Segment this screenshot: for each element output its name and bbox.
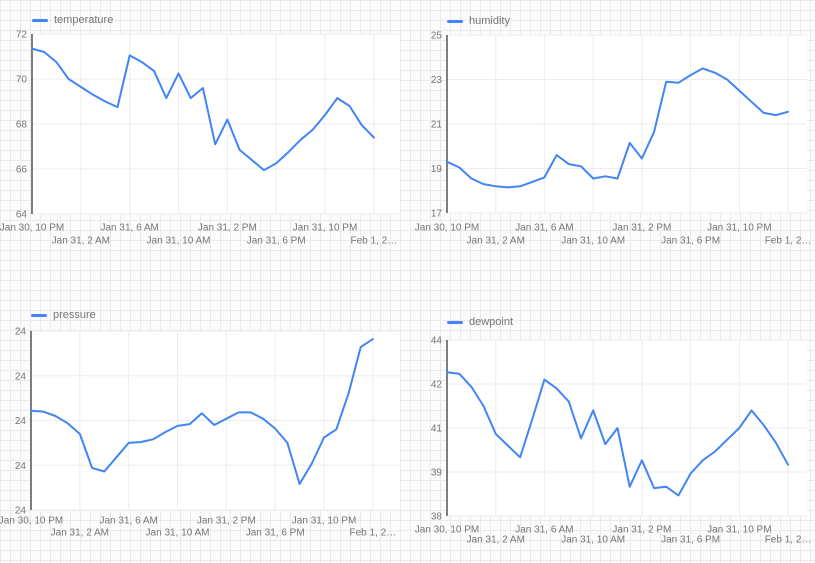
y-tick-label: 42: [431, 380, 443, 391]
temperature-legend: temperature: [32, 13, 113, 27]
legend-label: dewpoint: [469, 316, 514, 328]
legend-line-icon: [447, 19, 463, 23]
x-tick-label: Jan 30, 10 PM: [415, 525, 479, 536]
dewpoint-series-line[interactable]: [446, 371, 789, 497]
x-tick-label: Jan 31, 2 AM: [467, 535, 525, 546]
x-tick-label: Jan 31, 6 AM: [515, 223, 573, 234]
chart-dewpoint[interactable]: 44 42 41 39 38 Jan 30, 10 PM Jan 31, 2 AM Jan 3…: [408, 283, 815, 563]
x-tick-label: Jan 31, 6 PM: [661, 535, 720, 546]
temperature-series-line[interactable]: [31, 47, 375, 172]
x-tick-label: Jan 31, 2 PM: [612, 525, 671, 536]
y-tick-label: 24: [15, 506, 27, 517]
y-tick-label: 17: [431, 209, 443, 220]
y-tick-label: 19: [431, 164, 443, 175]
x-tick-label: Jan 31, 10 PM: [707, 223, 771, 234]
pressure-series-line[interactable]: [30, 338, 374, 485]
y-tick-label: 70: [16, 75, 28, 86]
y-tick-label: 25: [431, 31, 443, 42]
legend-label: pressure: [53, 309, 96, 321]
legend-label: temperature: [54, 14, 114, 26]
humidity-plot-area[interactable]: 25 23 21 19 17 Jan 30, 10 PM Jan 31, 2 AM Jan 3…: [408, 0, 815, 280]
y-tick-label: 72: [16, 30, 28, 41]
legend-line-icon: [32, 18, 48, 22]
y-tick-label: 68: [16, 120, 28, 131]
y-tick-label: 24: [15, 371, 27, 382]
y-tick-label: 66: [16, 165, 28, 176]
x-tick-label: Jan 31, 10 AM: [146, 528, 210, 539]
x-tick-label: Jan 30, 10 PM: [415, 223, 479, 234]
x-tick-label: Jan 31, 2 AM: [52, 236, 110, 247]
x-tick-label: Jan 31, 10 PM: [707, 525, 771, 536]
x-tick-label: Jan 31, 6 PM: [246, 528, 305, 539]
pressure-legend: pressure: [31, 308, 96, 322]
y-tick-label: 23: [431, 75, 443, 86]
x-tick-label: Jan 30, 10 PM: [0, 223, 64, 234]
x-tick-label: Jan 31, 6 AM: [100, 223, 158, 234]
x-tick-label: Feb 1, 2…: [765, 535, 812, 546]
y-tick-label: 24: [15, 327, 27, 338]
chart-humidity[interactable]: 25 23 21 19 17 Jan 30, 10 PM Jan 31, 2 AM Jan 3…: [408, 0, 815, 280]
x-tick-label: Jan 31, 2 AM: [51, 528, 109, 539]
chart-pressure[interactable]: 24 24 24 24 24 Jan 30, 10 PM Jan 31, 2 AM Jan 3…: [0, 283, 408, 563]
humidity-series-line[interactable]: [446, 67, 789, 189]
legend-line-icon: [447, 320, 463, 324]
x-tick-label: Jan 31, 2 PM: [197, 516, 256, 527]
x-tick-label: Jan 31, 2 PM: [198, 223, 257, 234]
chart-temperature[interactable]: 72 70 68 66 64 Jan 30, 10 PM Jan 31, 2 AM Jan 3…: [0, 0, 408, 280]
x-tick-label: Feb 1, 2…: [350, 528, 397, 539]
x-tick-label: Jan 31, 6 AM: [515, 525, 573, 536]
x-tick-label: Jan 31, 10 PM: [293, 223, 357, 234]
y-tick-label: 24: [15, 461, 27, 472]
x-tick-label: Jan 31, 10 AM: [561, 236, 625, 247]
legend-line-icon: [31, 313, 47, 317]
x-tick-label: Jan 31, 10 PM: [292, 516, 356, 527]
x-tick-label: Jan 31, 6 PM: [247, 236, 306, 247]
y-tick-label: 24: [15, 416, 27, 427]
temperature-plot-area[interactable]: 72 70 68 66 64 Jan 30, 10 PM Jan 31, 2 AM Jan 3…: [0, 0, 408, 280]
x-tick-label: Jan 31, 10 AM: [147, 236, 211, 247]
y-tick-label: 44: [431, 336, 443, 347]
dewpoint-legend: dewpoint: [447, 315, 513, 329]
x-tick-label: Feb 1, 2…: [765, 236, 812, 247]
x-tick-label: Jan 31, 6 PM: [661, 236, 720, 247]
x-tick-label: Jan 31, 2 AM: [467, 236, 525, 247]
x-tick-label: Jan 31, 10 AM: [561, 535, 625, 546]
x-tick-label: Jan 31, 2 PM: [612, 223, 671, 234]
legend-label: humidity: [469, 15, 510, 27]
x-tick-label: Jan 30, 10 PM: [0, 516, 63, 527]
humidity-legend: humidity: [447, 14, 510, 28]
x-tick-label: Jan 31, 6 AM: [99, 516, 157, 527]
y-tick-label: 21: [431, 120, 443, 131]
y-tick-label: 38: [431, 512, 443, 523]
x-tick-label: Feb 1, 2…: [351, 236, 398, 247]
y-tick-label: 64: [16, 210, 28, 221]
y-tick-label: 41: [431, 424, 443, 435]
y-tick-label: 39: [431, 468, 443, 479]
